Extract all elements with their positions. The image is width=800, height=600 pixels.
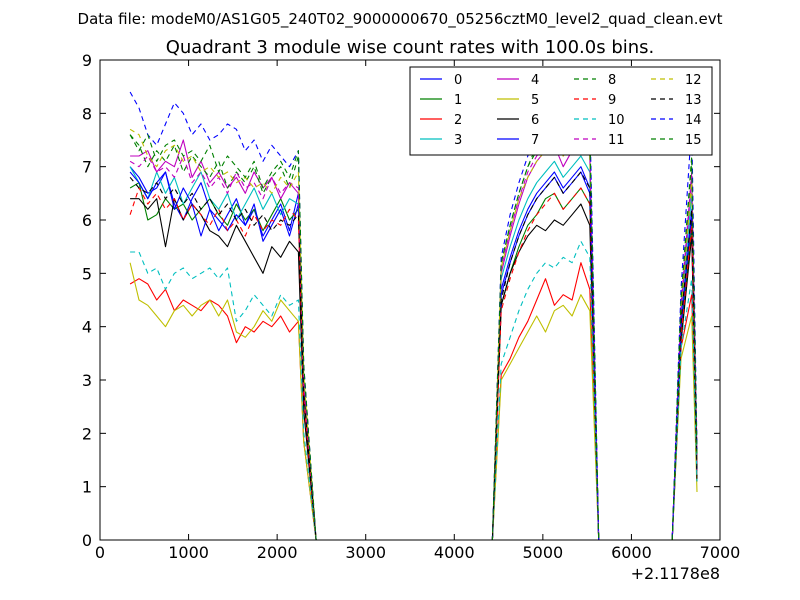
y-tick-label: 7 — [82, 158, 92, 177]
x-tick-label: 0 — [95, 543, 105, 562]
x-tick-label: 5000 — [522, 543, 563, 562]
y-tick-label: 3 — [82, 371, 92, 390]
legend-box — [409, 66, 713, 156]
legend-label-11: 11 — [608, 133, 625, 148]
x-tick-label: 1000 — [168, 543, 209, 562]
legend-label-8: 8 — [608, 73, 616, 88]
legend-label-5: 5 — [531, 93, 539, 108]
legend-label-2: 2 — [454, 113, 462, 128]
x-tick-label: 2000 — [257, 543, 298, 562]
legend-label-15: 15 — [685, 133, 702, 148]
plot-frame — [99, 59, 721, 541]
series-line-5 — [129, 262, 698, 540]
x-tick-label: 4000 — [434, 543, 475, 562]
legend-label-14: 14 — [685, 113, 702, 128]
chart-suptitle: Data file: modeM0/AS1G05_240T02_90000006… — [78, 10, 723, 29]
y-tick-label: 8 — [82, 104, 92, 123]
legend-label-3: 3 — [454, 133, 462, 148]
legend-label-6: 6 — [531, 113, 539, 128]
legend-label-10: 10 — [608, 113, 625, 128]
y-tick-label: 2 — [82, 424, 92, 443]
y-tick-label: 4 — [82, 318, 92, 337]
series-line-8 — [129, 107, 698, 540]
x-tick-label: 7000 — [700, 543, 741, 562]
chart-title: Quadrant 3 module wise count rates with … — [166, 37, 655, 58]
legend-label-13: 13 — [685, 93, 702, 108]
y-tick-label: 6 — [82, 211, 92, 230]
x-tick-label: 3000 — [345, 543, 386, 562]
series-line-13 — [129, 171, 698, 540]
y-tick-label: 0 — [82, 531, 92, 550]
legend-label-0: 0 — [454, 73, 462, 88]
legend-label-7: 7 — [531, 133, 539, 148]
legend-label-4: 4 — [531, 73, 539, 88]
legend-label-9: 9 — [608, 93, 616, 108]
series-line-9 — [129, 187, 698, 540]
legend-label-1: 1 — [454, 93, 462, 108]
y-tick-label: 9 — [82, 51, 92, 70]
x-offset-label: +2.1178e8 — [631, 564, 720, 583]
legend-label-12: 12 — [685, 73, 702, 88]
y-tick-label: 5 — [82, 264, 92, 283]
series-line-10 — [130, 240, 698, 540]
y-tick-label: 1 — [82, 478, 92, 497]
x-tick-label: 6000 — [611, 543, 652, 562]
